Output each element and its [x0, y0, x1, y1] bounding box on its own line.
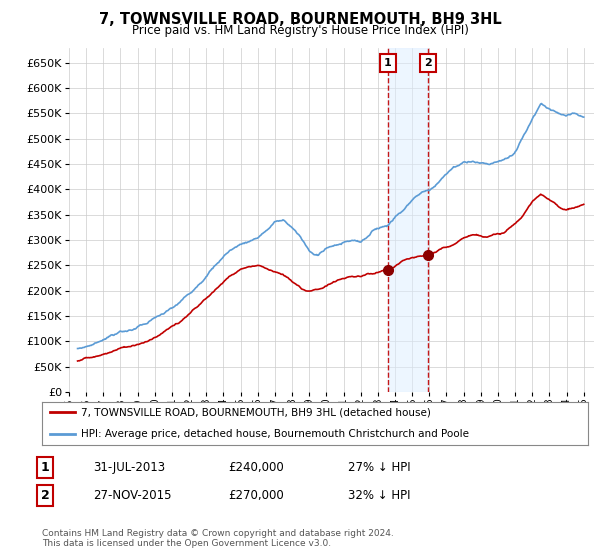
Text: HPI: Average price, detached house, Bournemouth Christchurch and Poole: HPI: Average price, detached house, Bour… — [82, 429, 469, 439]
Text: Price paid vs. HM Land Registry's House Price Index (HPI): Price paid vs. HM Land Registry's House … — [131, 24, 469, 37]
Text: 27-NOV-2015: 27-NOV-2015 — [93, 489, 172, 502]
Text: 2: 2 — [41, 489, 49, 502]
Text: 1: 1 — [384, 58, 392, 68]
Text: £270,000: £270,000 — [228, 489, 284, 502]
Text: 32% ↓ HPI: 32% ↓ HPI — [348, 489, 410, 502]
Text: £240,000: £240,000 — [228, 461, 284, 474]
Text: 2: 2 — [424, 58, 432, 68]
Text: 7, TOWNSVILLE ROAD, BOURNEMOUTH, BH9 3HL: 7, TOWNSVILLE ROAD, BOURNEMOUTH, BH9 3HL — [98, 12, 502, 27]
Text: Contains HM Land Registry data © Crown copyright and database right 2024.: Contains HM Land Registry data © Crown c… — [42, 529, 394, 538]
Bar — [388, 48, 428, 392]
Text: 31-JUL-2013: 31-JUL-2013 — [93, 461, 165, 474]
Text: 1: 1 — [41, 461, 49, 474]
Text: 27% ↓ HPI: 27% ↓ HPI — [348, 461, 410, 474]
Text: This data is licensed under the Open Government Licence v3.0.: This data is licensed under the Open Gov… — [42, 539, 331, 548]
Text: 7, TOWNSVILLE ROAD, BOURNEMOUTH, BH9 3HL (detached house): 7, TOWNSVILLE ROAD, BOURNEMOUTH, BH9 3HL… — [82, 407, 431, 417]
